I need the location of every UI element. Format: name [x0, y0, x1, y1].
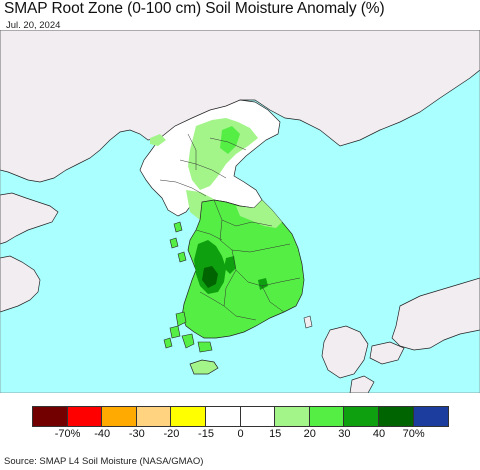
china-east-coast — [0, 255, 41, 313]
legend-swatch — [413, 407, 449, 426]
legend-swatch — [171, 407, 206, 426]
legend-tick-label: -70% — [54, 428, 81, 440]
map-date: Jul. 20, 2024 — [6, 20, 61, 31]
shandong-peninsula — [0, 192, 59, 245]
legend-tick-label: -20 — [163, 428, 180, 440]
jeju-island — [189, 359, 219, 375]
japan-honshu — [391, 277, 480, 351]
legend-tick-label: 30 — [338, 428, 351, 440]
legend-swatch — [378, 407, 414, 426]
legend-swatch — [102, 407, 137, 426]
legend-tick-label: -30 — [128, 428, 145, 440]
japan-south — [349, 375, 375, 393]
japan-kyushu — [321, 325, 369, 379]
map-title: SMAP Root Zone (0-100 cm) Soil Moisture … — [4, 0, 385, 17]
soil-moisture-map — [0, 30, 480, 393]
province-borders — [159, 133, 301, 321]
sk-very-wet-spot — [202, 266, 218, 288]
nk-moist-area-north — [188, 118, 258, 190]
legend-tick-label: 70% — [402, 428, 425, 440]
sk-lighter-northeast — [236, 200, 282, 228]
legend-swatch — [33, 407, 68, 426]
legend-swatch — [309, 407, 345, 426]
legend-swatch — [205, 407, 241, 426]
legend-swatch — [67, 407, 103, 426]
data-source: Source: SMAP L4 Soil Moisture (NASA/GMAO… — [4, 456, 204, 467]
nk-moist-area-small — [150, 134, 166, 146]
sk-wet-spot-2 — [224, 256, 236, 274]
legend-tick-label: -15 — [198, 428, 214, 440]
legend-ticks: -70% -40 -30 -20 -15 0 15 20 30 40 70% — [0, 428, 480, 442]
legend-swatch — [275, 407, 310, 426]
legend-tick-label: 0 — [237, 428, 244, 440]
nk-moist-area-east — [220, 126, 240, 154]
japan-tsushima — [303, 315, 313, 329]
legend-tick-label: 40 — [372, 428, 386, 440]
southwest-islands — [163, 221, 213, 353]
legend-tick-label: 20 — [303, 428, 316, 440]
legend-tick-label: -40 — [94, 428, 111, 440]
japan-shikoku — [369, 341, 405, 365]
sk-wet-spot-3 — [258, 278, 268, 290]
legend-colorbar — [32, 406, 450, 427]
legend-swatch — [240, 407, 276, 426]
legend-swatch — [136, 407, 172, 426]
legend-swatch — [344, 407, 379, 426]
legend-tick-label: 15 — [269, 428, 282, 440]
